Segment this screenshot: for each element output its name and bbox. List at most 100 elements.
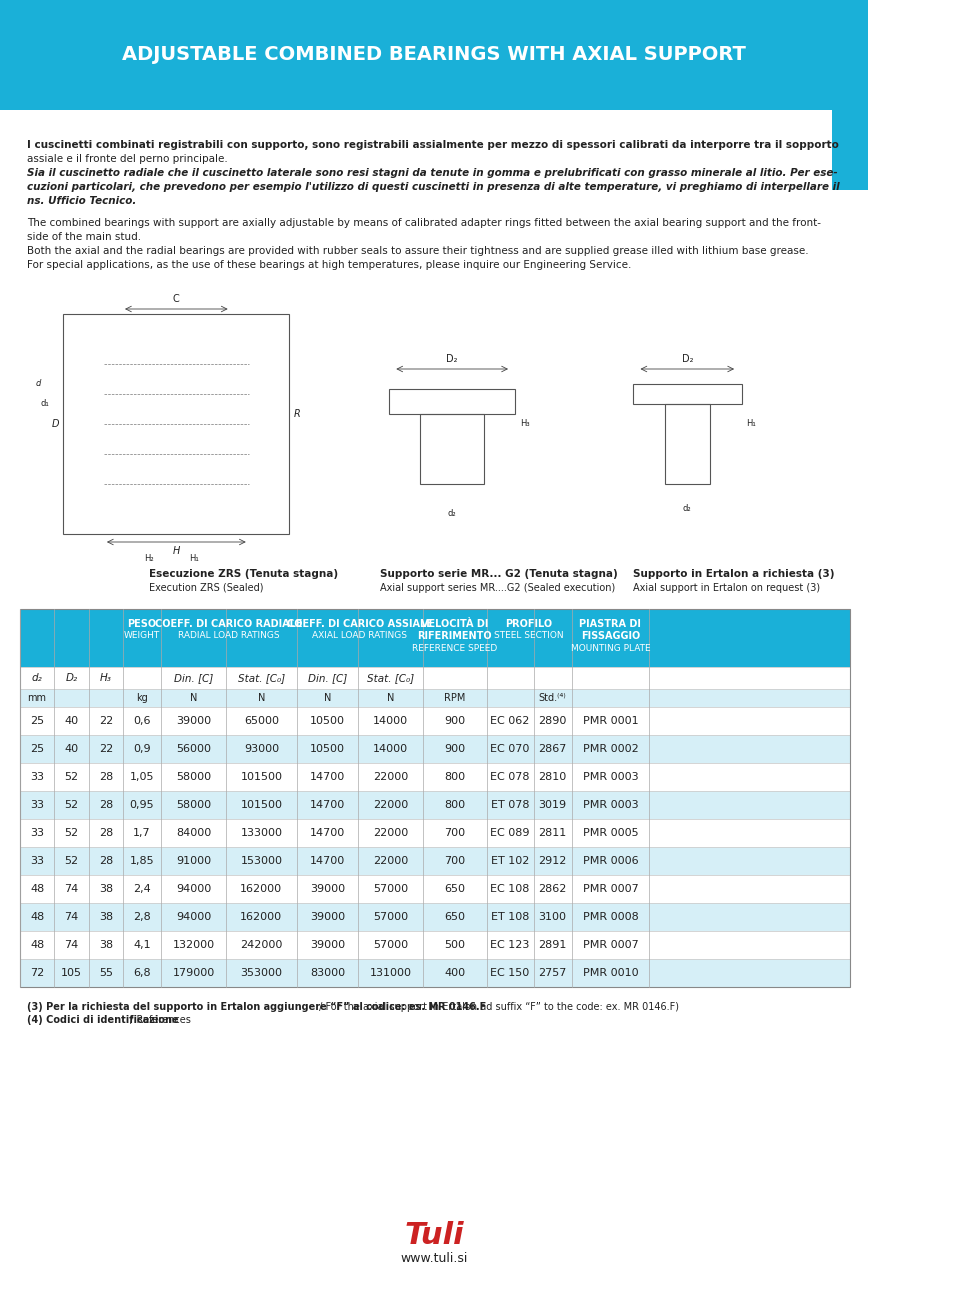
Text: 700: 700: [444, 828, 466, 838]
Text: Std.⁽⁴⁾: Std.⁽⁴⁾: [539, 694, 566, 703]
Text: side of the main stud.: side of the main stud.: [27, 232, 141, 242]
Text: 0,95: 0,95: [130, 800, 155, 811]
Text: 56000: 56000: [176, 744, 211, 754]
Text: 39000: 39000: [310, 884, 345, 894]
Text: Axial support series MR....G2 (Sealed execution): Axial support series MR....G2 (Sealed ex…: [380, 583, 615, 594]
Text: 900: 900: [444, 744, 466, 754]
Text: 800: 800: [444, 772, 466, 782]
Bar: [20, 959, 850, 987]
Text: 94000: 94000: [176, 884, 211, 894]
Text: 101500: 101500: [240, 772, 282, 782]
Text: 800: 800: [444, 800, 466, 811]
Text: 33: 33: [30, 772, 44, 782]
Text: Tuli: Tuli: [404, 1221, 464, 1250]
Text: 6,8: 6,8: [133, 969, 151, 978]
Text: 39000: 39000: [310, 940, 345, 950]
Text: H₁: H₁: [189, 554, 200, 563]
Text: d₂: d₂: [683, 504, 691, 513]
Text: PMR 0008: PMR 0008: [583, 912, 638, 923]
Text: / References: / References: [127, 1015, 191, 1025]
Text: 4,1: 4,1: [133, 940, 151, 950]
Text: Stat. [C₀]: Stat. [C₀]: [238, 672, 285, 683]
Text: 400: 400: [444, 969, 466, 978]
Text: 28: 28: [99, 772, 113, 782]
Text: I cuscinetti combinati registrabili con supporto, sono registrabili assialmente : I cuscinetti combinati registrabili con …: [27, 139, 839, 150]
Text: 58000: 58000: [176, 800, 211, 811]
Text: PROFILO: PROFILO: [506, 619, 553, 629]
Text: PMR 0003: PMR 0003: [583, 800, 638, 811]
Text: EC 108: EC 108: [491, 884, 530, 894]
Text: PMR 0007: PMR 0007: [583, 884, 638, 894]
Text: www.tuli.si: www.tuli.si: [400, 1252, 468, 1265]
Text: D: D: [51, 418, 59, 429]
Text: 14000: 14000: [373, 716, 408, 726]
Bar: [20, 707, 850, 736]
Text: C: C: [173, 293, 180, 304]
Text: 132000: 132000: [173, 940, 215, 950]
Bar: [20, 903, 850, 930]
Text: R: R: [294, 409, 300, 418]
Text: N: N: [257, 694, 265, 703]
Text: 48: 48: [30, 912, 44, 923]
Text: 2811: 2811: [539, 828, 566, 838]
Text: Execution ZRS (Sealed): Execution ZRS (Sealed): [149, 583, 264, 594]
Text: 14700: 14700: [310, 772, 345, 782]
Text: ADJUSTABLE COMBINED BEARINGS WITH AXIAL SUPPORT: ADJUSTABLE COMBINED BEARINGS WITH AXIAL …: [122, 46, 746, 64]
Bar: [20, 736, 850, 763]
Text: d: d: [36, 379, 40, 388]
Text: PMR 0002: PMR 0002: [583, 744, 638, 754]
Text: 94000: 94000: [176, 912, 211, 923]
Bar: [420, 415, 484, 484]
Text: WEIGHT: WEIGHT: [124, 630, 160, 640]
Text: RIFERIMENTO: RIFERIMENTO: [418, 630, 492, 641]
Text: 105: 105: [60, 969, 82, 978]
Bar: [832, 130, 868, 190]
Bar: [664, 404, 709, 484]
Bar: [20, 609, 850, 987]
Text: 22: 22: [99, 716, 113, 726]
Text: MOUNTING PLATE: MOUNTING PLATE: [570, 644, 650, 653]
Text: 242000: 242000: [240, 940, 282, 950]
Text: 1,05: 1,05: [130, 772, 155, 782]
Text: H₁: H₁: [746, 420, 756, 429]
Text: PMR 0005: PMR 0005: [583, 828, 638, 838]
Text: D₂: D₂: [682, 354, 693, 365]
Text: assiale e il fronte del perno principale.: assiale e il fronte del perno principale…: [27, 154, 228, 164]
Bar: [20, 763, 850, 791]
Text: The combined bearings with support are axially adjustable by means of calibrated: The combined bearings with support are a…: [27, 218, 821, 228]
Text: (3) Per la richiesta del supporto in Ertalon aggiungere “F” al codice: es. MR 01: (3) Per la richiesta del supporto in Ert…: [27, 1001, 487, 1012]
Text: 0,6: 0,6: [133, 716, 151, 726]
Bar: [20, 667, 850, 690]
Text: 28: 28: [99, 800, 113, 811]
Text: 153000: 153000: [240, 855, 282, 866]
Text: 2890: 2890: [539, 716, 566, 726]
Text: 2891: 2891: [539, 940, 566, 950]
Text: ET 108: ET 108: [491, 912, 529, 923]
Text: RADIAL LOAD RATINGS: RADIAL LOAD RATINGS: [178, 630, 279, 640]
Text: 650: 650: [444, 884, 466, 894]
Text: 133000: 133000: [240, 828, 282, 838]
Text: PMR 0007: PMR 0007: [583, 940, 638, 950]
Text: D₂: D₂: [446, 354, 458, 365]
Text: 57000: 57000: [373, 940, 408, 950]
Text: 57000: 57000: [373, 884, 408, 894]
Bar: [633, 384, 741, 404]
Bar: [20, 791, 850, 819]
Text: AXIAL LOAD RATINGS: AXIAL LOAD RATINGS: [312, 630, 407, 640]
Text: 39000: 39000: [176, 716, 211, 726]
Text: 22000: 22000: [373, 828, 408, 838]
Bar: [20, 848, 850, 875]
Text: 38: 38: [99, 912, 113, 923]
Bar: [20, 609, 850, 667]
Text: 84000: 84000: [176, 828, 211, 838]
Text: 25: 25: [30, 744, 44, 754]
Text: 65000: 65000: [244, 716, 278, 726]
Text: Din. [C]: Din. [C]: [308, 672, 347, 683]
Bar: [832, 111, 868, 170]
Text: 14700: 14700: [310, 828, 345, 838]
Text: 22000: 22000: [373, 855, 408, 866]
Text: 10500: 10500: [310, 716, 345, 726]
Text: kg: kg: [136, 694, 148, 703]
Text: H₂: H₂: [144, 554, 154, 563]
Text: ns. Ufficio Tecnico.: ns. Ufficio Tecnico.: [27, 196, 136, 207]
